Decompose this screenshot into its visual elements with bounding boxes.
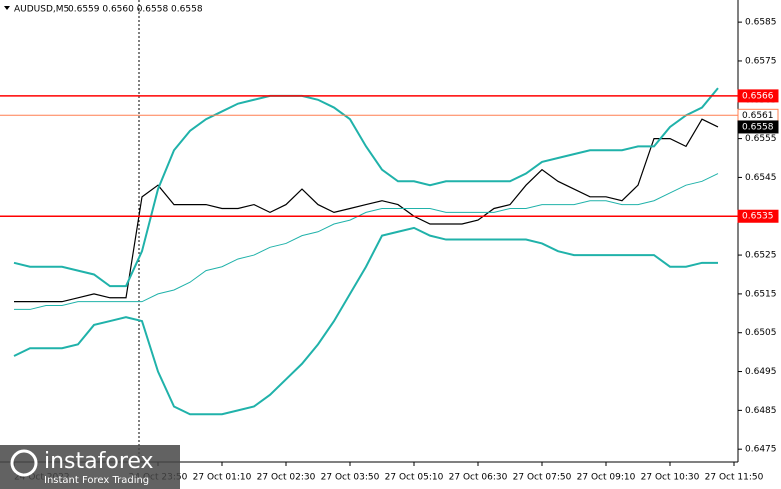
x-tick-label: 27 Oct 09:10 [577, 473, 636, 483]
band-line [13, 87, 719, 288]
band-line [14, 173, 719, 310]
y-tick-label: 0.6575 [745, 56, 777, 66]
x-tick-label: 27 Oct 06:30 [449, 473, 508, 483]
y-tick-label: 0.6505 [745, 328, 777, 338]
ohlc-values: 0.6559 0.6560 0.6558 0.6558 [68, 5, 203, 15]
price-label-box [737, 209, 779, 223]
watermark-logo [10, 449, 38, 477]
y-tick-label: 0.6475 [745, 445, 777, 455]
watermark-brand: instaforex [44, 449, 154, 474]
y-tick-label: 0.6555 [745, 134, 777, 144]
price-label: 0.6558 [742, 122, 774, 132]
x-tick-label: 27 Oct 03:50 [321, 473, 380, 483]
y-tick-label: 0.6585 [745, 18, 777, 28]
price-label: 0.6535 [742, 212, 774, 222]
y-tick-label: 0.6495 [745, 367, 777, 377]
price-label-box [737, 89, 779, 103]
y-tick-label: 0.6525 [745, 251, 777, 261]
chart-title: AUDUSD,M5 [14, 5, 69, 15]
x-tick-label: 27 Oct 01:10 [193, 473, 252, 483]
y-tick-label: 0.6515 [745, 289, 777, 299]
x-tick-label: 27 Oct 10:30 [641, 473, 700, 483]
x-tick-label: 27 Oct 02:30 [257, 473, 316, 483]
watermark-tagline: Instant Forex Trading [44, 475, 149, 486]
price-label: 0.6566 [742, 91, 774, 101]
x-tick-label: 27 Oct 05:10 [385, 473, 444, 483]
price-label: 0.6561 [742, 111, 774, 121]
menu-arrow [4, 6, 10, 10]
band-line [13, 226, 718, 416]
x-tick-label: 27 Oct 07:50 [513, 473, 572, 483]
y-tick-label: 0.6545 [745, 173, 777, 183]
x-tick-label: 27 Oct 11:50 [705, 473, 764, 483]
price-line [14, 118, 719, 303]
y-tick-label: 0.6485 [745, 406, 777, 416]
price-label-box [737, 120, 779, 134]
